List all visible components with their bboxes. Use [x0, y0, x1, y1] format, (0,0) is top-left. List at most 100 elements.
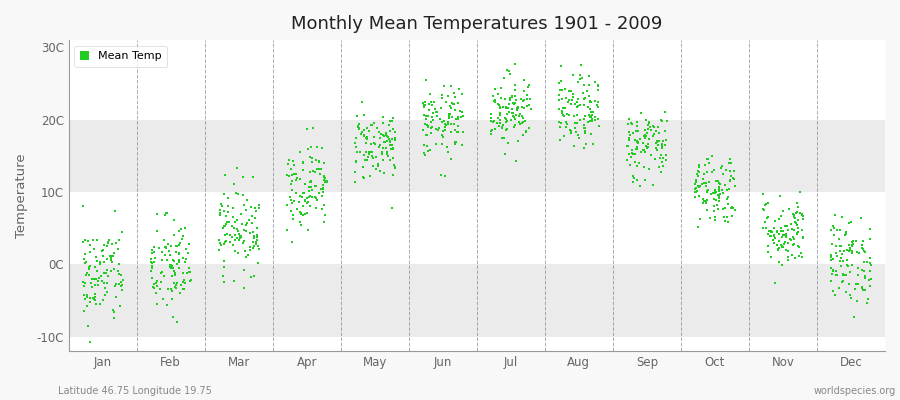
Point — [690, 188, 705, 194]
Point — [431, 125, 446, 131]
Point — [626, 130, 640, 136]
Point — [790, 200, 805, 207]
Point — [586, 109, 600, 115]
Point — [562, 97, 577, 103]
Point — [623, 132, 637, 138]
Point — [76, 256, 91, 263]
Point — [772, 216, 787, 222]
Point — [688, 194, 702, 200]
Point — [856, 268, 870, 274]
Point — [232, 237, 247, 244]
Point — [364, 149, 379, 156]
Point — [630, 139, 644, 146]
Point — [562, 112, 576, 118]
Point — [706, 195, 721, 202]
Bar — [68, 264, 885, 337]
Point — [765, 228, 779, 235]
Point — [305, 168, 320, 175]
Point — [644, 152, 659, 158]
Point — [630, 138, 644, 145]
Point — [508, 122, 523, 128]
Point — [505, 106, 519, 112]
Point — [173, 290, 187, 296]
Point — [375, 149, 390, 156]
Point — [588, 79, 602, 86]
Point — [384, 136, 399, 142]
Point — [850, 249, 864, 255]
Point — [761, 242, 776, 249]
Point — [447, 101, 462, 108]
Point — [577, 122, 591, 129]
Point — [649, 145, 663, 151]
Point — [219, 221, 233, 228]
Point — [441, 119, 455, 125]
Point — [166, 314, 180, 320]
Point — [575, 75, 590, 82]
Point — [381, 153, 395, 160]
Point — [371, 161, 385, 167]
Point — [243, 247, 257, 253]
Point — [700, 207, 715, 213]
Point — [418, 77, 433, 83]
Point — [176, 254, 190, 261]
Point — [650, 139, 664, 146]
Point — [149, 283, 164, 289]
Point — [418, 116, 433, 122]
Point — [832, 258, 847, 264]
Point — [226, 204, 240, 211]
Point — [643, 136, 657, 143]
Point — [778, 234, 793, 240]
Point — [387, 134, 401, 141]
Point — [783, 236, 797, 242]
Point — [455, 108, 470, 115]
Point — [792, 253, 806, 259]
Point — [292, 176, 307, 182]
Point — [554, 63, 569, 69]
Point — [174, 282, 188, 289]
Point — [859, 248, 873, 255]
Point — [93, 260, 107, 267]
Point — [847, 314, 861, 320]
Point — [285, 239, 300, 246]
Point — [317, 174, 331, 180]
Point — [80, 294, 94, 300]
Point — [483, 131, 498, 138]
Y-axis label: Temperature: Temperature — [15, 153, 28, 238]
Point — [320, 178, 334, 184]
Point — [244, 204, 258, 210]
Point — [625, 146, 639, 153]
Point — [436, 134, 450, 140]
Point — [382, 128, 397, 134]
Point — [791, 225, 806, 232]
Point — [305, 187, 320, 194]
Point — [578, 128, 592, 134]
Point — [858, 287, 872, 294]
Point — [215, 202, 230, 209]
Point — [581, 104, 596, 110]
Text: worldspecies.org: worldspecies.org — [814, 386, 896, 396]
Point — [796, 234, 811, 241]
Point — [145, 264, 159, 271]
Point — [770, 246, 785, 252]
Point — [778, 232, 793, 238]
Point — [641, 144, 655, 150]
Point — [417, 142, 431, 149]
Point — [106, 266, 121, 273]
Point — [450, 128, 464, 135]
Point — [712, 180, 726, 186]
Point — [100, 256, 114, 262]
Point — [417, 112, 431, 118]
Point — [424, 99, 438, 105]
Point — [724, 212, 739, 219]
Point — [167, 217, 182, 224]
Point — [553, 124, 567, 130]
Point — [835, 270, 850, 277]
Point — [781, 256, 796, 263]
Point — [776, 244, 790, 250]
Point — [691, 182, 706, 189]
Point — [503, 117, 517, 123]
Point — [759, 225, 773, 232]
Point — [302, 154, 317, 160]
Point — [494, 84, 508, 91]
Point — [790, 209, 805, 216]
